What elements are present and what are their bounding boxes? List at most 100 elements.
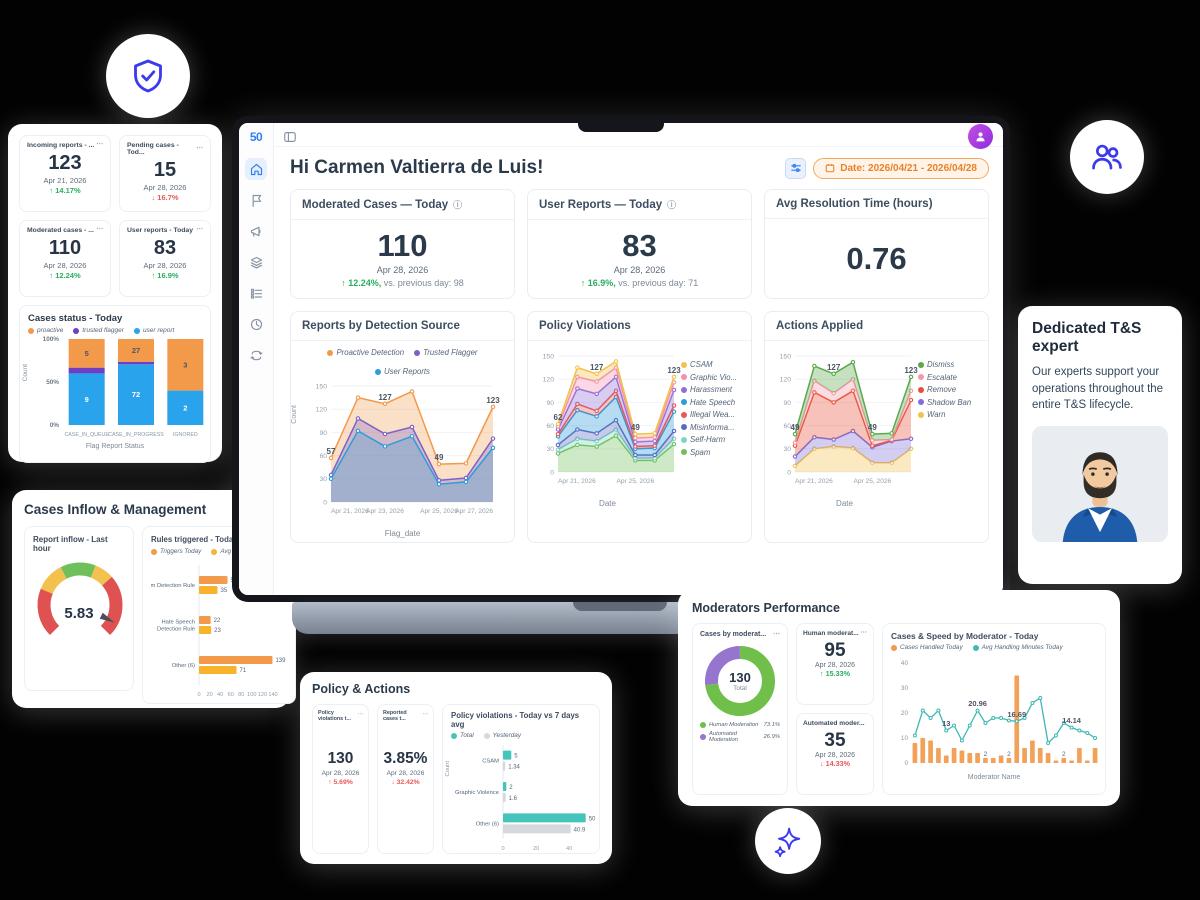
legend-label: user report <box>142 327 175 334</box>
card-menu-icon[interactable]: ⋯ <box>422 712 428 719</box>
legend-item[interactable]: Spam <box>681 448 745 457</box>
legend-item[interactable]: user report <box>133 327 175 334</box>
sidebar-item-rules[interactable] <box>245 282 267 304</box>
legend-item[interactable]: User Reports <box>375 367 430 376</box>
svg-text:0: 0 <box>323 499 327 506</box>
legend-item[interactable]: Graphic Vio... <box>681 373 745 382</box>
filter-settings-button[interactable] <box>785 157 807 179</box>
cases-status-card: Cases status - Today proactive trusted f… <box>19 305 211 463</box>
card-menu-icon[interactable]: ⋯ <box>357 712 363 719</box>
sidebar-item-home[interactable] <box>245 158 267 180</box>
kpi-date: Apr 28, 2026 <box>321 770 360 777</box>
x-axis-label: Date <box>836 499 853 508</box>
kpi-date: Apr 28, 2026 <box>376 265 429 275</box>
kpi-value: 35 <box>824 730 846 751</box>
svg-text:Other (6): Other (6) <box>476 821 499 827</box>
legend-item[interactable]: Total <box>451 732 474 739</box>
card-menu-icon[interactable]: ⋯ <box>196 226 203 234</box>
app-logo[interactable]: 50 <box>249 130 263 144</box>
policy-violations-chart[interactable]: 0 30 60 90 120 150 62 127 49 123 Apr 21, 2026 Apr 2… <box>534 346 682 499</box>
legend-dot <box>483 732 490 739</box>
legend-item[interactable]: Remove <box>918 385 982 394</box>
svg-text:3: 3 <box>183 360 187 369</box>
sidebar-toggle-button[interactable] <box>283 130 297 144</box>
legend-value: 26.9% <box>763 734 780 740</box>
kpi-delta: ↑ 5.69% <box>328 779 353 786</box>
svg-text:CASE_IN_QUEUE: CASE_IN_QUEUE <box>64 432 109 438</box>
sidebar-item-history[interactable] <box>245 313 267 335</box>
legend-item[interactable]: Dismiss <box>918 360 982 369</box>
legend-item[interactable]: Automated Moderation 26.9% <box>700 731 780 743</box>
legend-dot <box>918 374 924 380</box>
kpi-card-automated-moderation: Automated moder... 35 Apr 28, 2026 ↓ 14.… <box>796 713 874 795</box>
svg-text:35: 35 <box>221 588 228 594</box>
legend-item[interactable]: Self-Harm <box>681 435 745 444</box>
legend-item[interactable]: Cases Handled Today <box>891 644 963 651</box>
svg-text:49: 49 <box>868 423 877 432</box>
greeting-row: Hi Carmen Valtierra de Luis! Date: 2026/… <box>274 147 1003 179</box>
card-title: Rules triggered - Today vs 7 day avg <box>151 535 287 544</box>
actions-applied-chart[interactable]: 0 30 60 90 120 150 49 127 49 123 Apr 21, 2026 Apr 2… <box>771 346 919 499</box>
policy-violations-bar-chart[interactable]: 0 20 40 CSAM 5 1.34 Graphic Violence 2 1.6 Other … <box>455 741 596 856</box>
sidebar-item-flags[interactable] <box>245 189 267 211</box>
legend-item[interactable]: trusted flagger <box>73 327 124 334</box>
card-menu-icon[interactable]: ⋯ <box>96 141 103 149</box>
svg-text:Apr 27, 2026: Apr 27, 2026 <box>455 508 493 515</box>
legend-item[interactable]: Hate Speech <box>681 398 745 407</box>
svg-text:16.69: 16.69 <box>1007 710 1026 719</box>
svg-text:2: 2 <box>1062 751 1066 758</box>
cases-speed-chart[interactable]: 0 10 20 30 40 2 2 2 13 20.96 16.69 14.14 <box>891 653 1098 774</box>
card-menu-icon[interactable]: ⋯ <box>773 631 780 638</box>
kpi-date: Apr 28, 2026 <box>43 261 87 270</box>
legend-item[interactable]: Trusted Flagger <box>414 348 478 357</box>
inflow-gauge-chart[interactable] <box>33 557 125 650</box>
info-icon[interactable]: ⓘ <box>453 200 463 210</box>
legend-label: Misinforma... <box>690 422 735 432</box>
kpi-delta: ↑ 16.9% <box>151 271 179 280</box>
legend-item[interactable]: Human Moderation 73.1% <box>700 722 780 728</box>
legend-item[interactable]: Harassment <box>681 385 745 394</box>
user-avatar[interactable] <box>968 124 993 149</box>
legend-item[interactable]: CSAM <box>681 360 745 369</box>
legend-item[interactable]: Yesterday <box>483 732 521 739</box>
sparkles-icon <box>774 827 801 858</box>
legend-dot <box>327 349 334 356</box>
legend-item[interactable]: Illegal Wea... <box>681 410 745 419</box>
svg-text:62: 62 <box>554 413 563 422</box>
kpi-delta: ↓ 16.7% <box>151 193 179 202</box>
svg-text:Apr 21, 2026: Apr 21, 2026 <box>331 508 369 515</box>
legend-dot <box>681 436 687 443</box>
moderation-donut-chart[interactable] <box>705 646 775 721</box>
legend-item[interactable]: Avg Handling Minutes Today <box>972 644 1063 651</box>
svg-text:1.6: 1.6 <box>509 796 518 802</box>
card-title: Incoming reports - ... <box>27 142 95 149</box>
legend-item[interactable]: Triggers Today <box>151 548 201 555</box>
card-menu-icon[interactable]: ⋯ <box>196 144 203 152</box>
sidebar-item-workflows[interactable] <box>245 344 267 366</box>
legend-item[interactable]: Escalate <box>918 373 982 382</box>
info-icon[interactable]: ⓘ <box>667 200 677 210</box>
legend-dot <box>918 361 924 368</box>
rules-triggered-chart[interactable]: 020406080100120140Spam Detection Rule543… <box>140 561 289 702</box>
legend-dot <box>681 399 687 405</box>
svg-text:57: 57 <box>327 447 336 456</box>
legend-item[interactable]: Warn <box>918 410 982 419</box>
card-menu-icon[interactable]: ⋯ <box>96 226 103 234</box>
svg-text:72: 72 <box>132 390 140 399</box>
legend-item[interactable]: Misinforma... <box>681 423 745 432</box>
legend-item[interactable]: proactive <box>28 327 63 334</box>
legend-dot <box>451 732 457 739</box>
legend-item[interactable]: Proactive Detection <box>327 348 404 357</box>
home-icon <box>250 163 262 175</box>
date-range-picker[interactable]: Date: 2026/04/21 - 2026/04/28 <box>813 157 989 179</box>
reports-by-source-chart[interactable]: 0 30 60 90 120 150 57 127 49 123 Apr 21, 2026 Apr 2… <box>305 376 508 529</box>
sidebar-item-queues[interactable] <box>245 251 267 273</box>
legend-item[interactable]: Shadow Ban <box>918 398 982 407</box>
cases-status-chart[interactable]: 0% 50% 100% 9 5 CASE_IN_QUEUE 72 27 CASE_IN_PROG… <box>36 334 204 443</box>
gauge-value: 5.83 <box>64 605 94 622</box>
panel-title: Moderators Performance <box>692 601 840 615</box>
card-menu-icon[interactable]: ⋯ <box>860 629 867 637</box>
svg-text:120: 120 <box>258 692 267 697</box>
sidebar-item-announcements[interactable] <box>245 220 267 242</box>
